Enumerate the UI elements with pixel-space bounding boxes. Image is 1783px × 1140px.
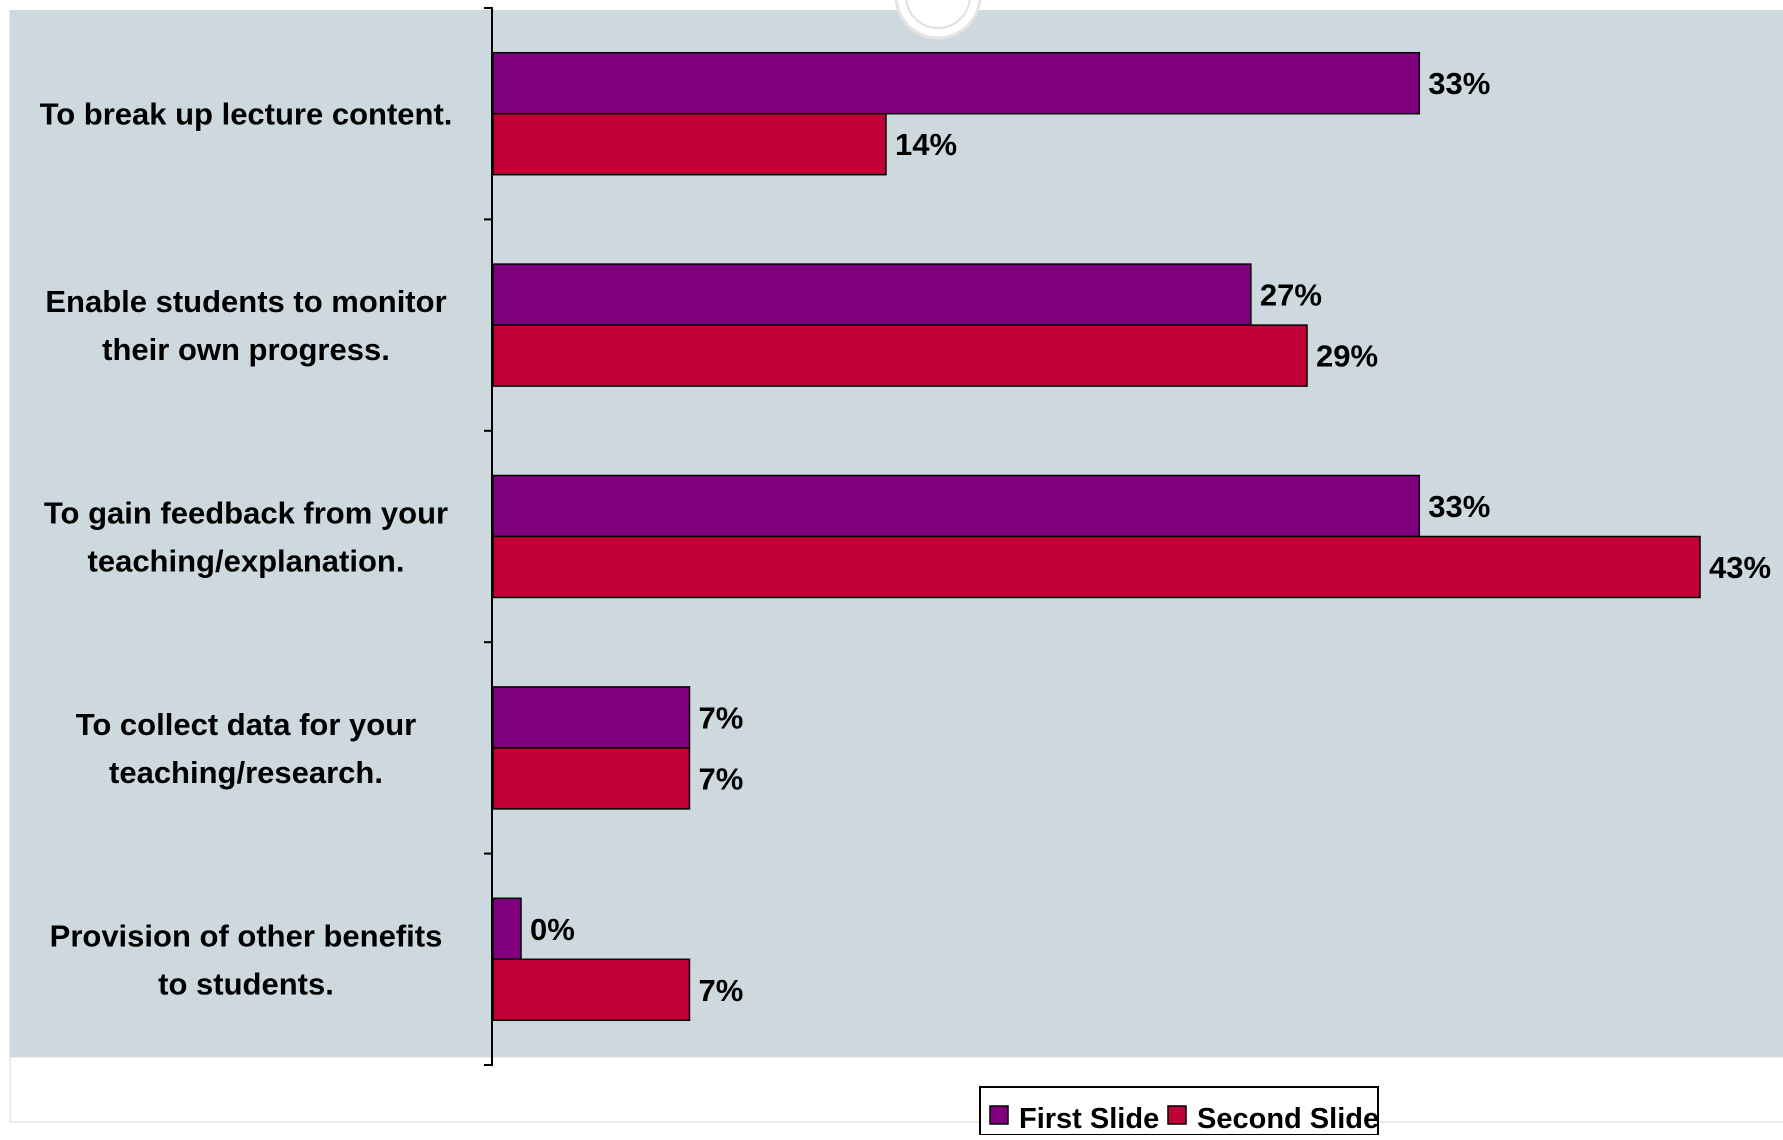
decorative-circle	[894, 0, 982, 40]
data-label: 29%	[1316, 339, 1378, 374]
category-label-line: Provision of other benefits	[50, 918, 443, 953]
bar-first-slide	[492, 897, 522, 961]
data-label: 14%	[895, 127, 957, 162]
bar-first-slide	[492, 686, 691, 749]
category-label-line: teaching/research.	[109, 755, 383, 790]
decorative-circle-inner	[905, 0, 971, 29]
bar-first-slide	[492, 263, 1252, 326]
bar-second-slide	[492, 958, 691, 1022]
category-label-line: To collect data for your	[76, 707, 416, 742]
bar-second-slide	[492, 324, 1308, 387]
category-label: To break up lecture content.	[40, 97, 453, 132]
bars	[492, 51, 1701, 1022]
legend: First Slide Second Slide	[979, 1086, 1379, 1136]
data-label: 43%	[1709, 550, 1771, 585]
data-label: 33%	[1428, 489, 1490, 524]
category-labels: To break up lecture content. Enable stude…	[40, 97, 453, 1002]
legend-swatch	[1167, 1105, 1187, 1125]
category-label-line: Enable students to monitor	[45, 284, 446, 319]
bar-second-slide	[492, 747, 691, 810]
category-label: Enable students to monitor their own prog…	[45, 284, 446, 367]
category-label: Provision of other benefits to students.	[50, 918, 443, 1001]
bar-second-slide	[492, 112, 887, 176]
legend-label: First Slide	[1019, 1103, 1159, 1135]
data-label: 27%	[1260, 278, 1322, 313]
category-label-line: teaching/explanation.	[88, 544, 405, 579]
category-label-line: To gain feedback from your	[44, 496, 448, 531]
bar-first-slide	[492, 51, 1421, 115]
y-axis-ticks	[484, 7, 493, 1066]
data-labels: 33% 14% 27% 29% 33% 43% 7% 7% 0% 7%	[530, 66, 1771, 1008]
bar-second-slide	[492, 535, 1701, 599]
legend-label: Second Slide	[1197, 1103, 1379, 1135]
data-label: 0%	[530, 912, 575, 947]
category-label-line: their own progress.	[102, 332, 390, 367]
category-label: To collect data for your teaching/researc…	[76, 707, 416, 790]
data-label: 7%	[698, 761, 743, 796]
category-label-line: To break up lecture content.	[40, 97, 453, 132]
data-label: 7%	[698, 700, 743, 735]
data-label: 7%	[698, 973, 743, 1008]
data-label: 33%	[1428, 66, 1490, 101]
bar-first-slide	[492, 474, 1421, 538]
category-label-line: to students.	[158, 966, 334, 1001]
category-label: To gain feedback from your teaching/expla…	[44, 496, 448, 579]
legend-swatch	[989, 1105, 1009, 1125]
